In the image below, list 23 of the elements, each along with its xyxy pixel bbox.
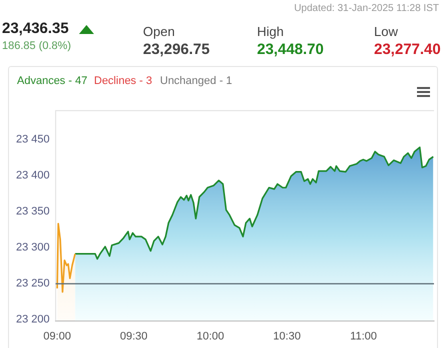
text: 23,436.35 — [2, 20, 69, 38]
y-tick-label: 23 250 — [16, 277, 50, 290]
text: High — [257, 24, 284, 40]
text: 23,448.70 — [257, 41, 324, 59]
y-tick-label: 23 200 — [16, 313, 50, 326]
text: Open — [143, 24, 175, 40]
text: Declines - 3 — [94, 75, 152, 88]
y-tick-label: 23 400 — [16, 169, 50, 182]
x-tick-label: 11:00 — [350, 330, 377, 342]
x-tick-label: 09:00 — [43, 330, 71, 342]
text: Updated: 31-Jan-2025 11:28 IST — [294, 3, 439, 15]
text: 23,296.75 — [143, 41, 210, 59]
x-tick-label: 10:30 — [273, 330, 301, 342]
x-tick-label: 09:30 — [120, 330, 148, 342]
text: 186.85 (0.8%) — [2, 40, 72, 54]
y-tick-label: 23 350 — [16, 205, 50, 218]
text: Advances - 47 — [17, 75, 88, 88]
text: 23,277.40 — [374, 41, 441, 59]
x-tick-label: 10:00 — [196, 330, 224, 342]
text: Unchanged - 1 — [160, 75, 232, 88]
text: Low — [374, 24, 398, 40]
y-tick-label: 23 300 — [16, 241, 50, 254]
y-tick-label: 23 450 — [16, 133, 50, 146]
